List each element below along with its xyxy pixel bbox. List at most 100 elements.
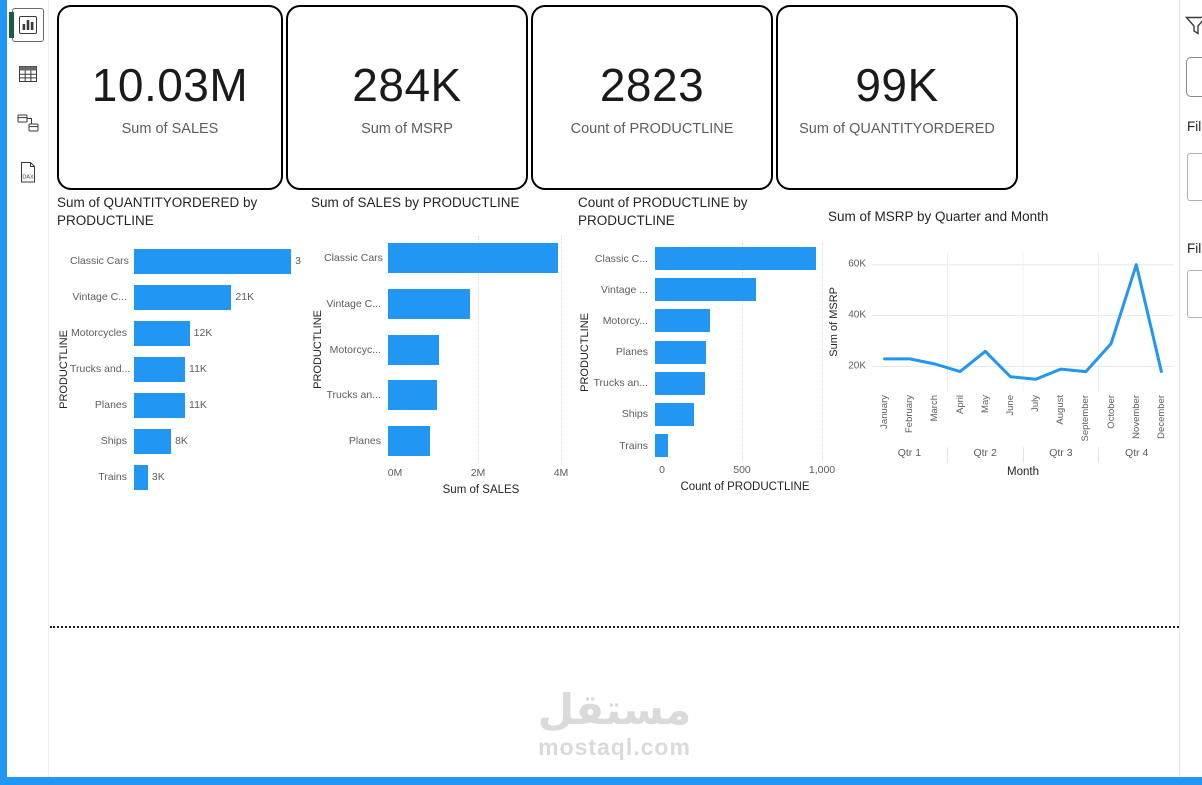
- bar-row: Trucks an...: [324, 372, 561, 418]
- bar[interactable]: [134, 284, 232, 310]
- month-label-text: November: [1130, 394, 1142, 439]
- line-plot-area: January February March April May June July Augu…: [872, 251, 1174, 478]
- view-sidebar: DAX: [7, 0, 49, 777]
- bar-track: [655, 368, 822, 399]
- category-label: Ships: [100, 435, 127, 448]
- month-label-text: April: [954, 394, 966, 414]
- bar-row: Vintage C... 21K: [70, 279, 301, 315]
- msrp-line-series[interactable]: [872, 251, 1174, 392]
- bar-row: Ships 8K: [70, 423, 301, 459]
- axis-tick-label: 40K: [848, 309, 866, 321]
- sidebar-item-data-view[interactable]: [12, 57, 44, 91]
- month-label-text: January: [879, 394, 891, 429]
- kpi-card-quantityordered[interactable]: 99K Sum of QUANTITYORDERED: [776, 5, 1018, 190]
- bar[interactable]: [134, 248, 292, 274]
- gridlines: [662, 243, 823, 462]
- month-label-text: July: [1030, 394, 1042, 412]
- model-icon: [17, 114, 38, 132]
- month-label: May: [973, 395, 998, 447]
- pane-collapse-box[interactable]: [1186, 57, 1202, 97]
- bar-track: 11K: [134, 351, 301, 387]
- axis-tick-label: 0: [659, 464, 665, 477]
- bar-track: 3K: [134, 459, 301, 495]
- bars-container: Classic C... Vintage ... Motorcy... Planes T…: [591, 243, 822, 461]
- data-label: 12K: [193, 327, 213, 340]
- gridline: [742, 243, 743, 462]
- axis-tick-label: 60K: [848, 258, 866, 270]
- bar[interactable]: [655, 434, 668, 457]
- month-label-text: October: [1105, 394, 1117, 429]
- watermark: مستقل mostaql.com: [50, 685, 1179, 761]
- month-label-text: May: [979, 394, 991, 413]
- month-label-text: June: [1004, 394, 1016, 416]
- window-edge-left: [0, 0, 7, 785]
- bar[interactable]: [134, 356, 186, 382]
- window-edge-bottom: [0, 777, 1202, 785]
- report-view-icon: [18, 16, 37, 34]
- gridlines: [395, 235, 562, 464]
- month-label: January: [872, 395, 897, 447]
- bar[interactable]: [388, 243, 558, 274]
- filter-card[interactable]: [1187, 270, 1202, 318]
- bar-track: 11K: [134, 387, 301, 423]
- chart-quantityordered-bar[interactable]: Sum of QUANTITYORDERED by PRODUCTLINE PR…: [57, 194, 307, 496]
- bar-row: Ships: [591, 399, 822, 430]
- kpi-value: 10.03M: [91, 59, 249, 111]
- bar[interactable]: [655, 278, 757, 302]
- x-axis-title: Sum of SALES: [442, 483, 520, 496]
- bar-track: 21K: [134, 279, 301, 315]
- bar[interactable]: [134, 428, 172, 454]
- bar-track: [388, 327, 561, 373]
- bar-track: [655, 305, 822, 336]
- month-label-text: September: [1080, 394, 1092, 442]
- bar[interactable]: [655, 402, 695, 426]
- bar[interactable]: [655, 309, 711, 333]
- data-label: 3: [295, 255, 301, 268]
- quarter-label: Qtr 2: [946, 446, 1023, 463]
- bar[interactable]: [134, 464, 148, 490]
- bar[interactable]: [134, 392, 186, 418]
- bar[interactable]: [388, 334, 439, 365]
- category-label: Planes: [94, 399, 127, 412]
- bar[interactable]: [388, 288, 471, 319]
- kpi-value: 2823: [599, 59, 705, 111]
- sidebar-item-model-view[interactable]: [12, 106, 44, 140]
- sidebar-item-dax-view[interactable]: DAX: [12, 155, 44, 189]
- chart-title: Count of PRODUCTLINE by PRODUCTLINE: [578, 195, 748, 228]
- bar-track: [655, 430, 822, 461]
- chart-sales-bar[interactable]: Sum of SALES by PRODUCTLINE PRODUCTLINE …: [311, 194, 568, 508]
- chart-productline-count-bar[interactable]: Count of PRODUCTLINE by PRODUCTLINE PROD…: [578, 194, 835, 508]
- category-label: Motorcy...: [602, 314, 648, 327]
- month-label: September: [1073, 395, 1098, 447]
- bar-row: Trucks an...: [591, 368, 822, 399]
- y-axis-title: PRODUCTLINE: [578, 243, 591, 461]
- bar-row: Trains: [591, 430, 822, 461]
- page-boundary-dotted-line: [50, 626, 1179, 628]
- bar[interactable]: [655, 371, 706, 395]
- bar-row: Vintage ...: [591, 274, 822, 305]
- bar-track: [388, 281, 561, 327]
- kpi-card-sales[interactable]: 10.03M Sum of SALES: [57, 5, 283, 190]
- chart-msrp-line[interactable]: Sum of MSRP by Quarter and Month Sum of …: [828, 208, 1180, 492]
- kpi-card-productline-count[interactable]: 2823 Count of PRODUCTLINE: [531, 5, 773, 190]
- bar[interactable]: [655, 340, 707, 364]
- sidebar-item-report-view[interactable]: [8, 8, 44, 42]
- bar-row: Classic Cars 3: [70, 243, 301, 279]
- bar-chart-plot: PRODUCTLINE Classic C... Vintage ... Motor…: [578, 243, 828, 462]
- data-label: 3K: [151, 471, 165, 484]
- month-label: June: [998, 395, 1023, 447]
- bar[interactable]: [655, 247, 817, 271]
- bar[interactable]: [134, 320, 190, 346]
- kpi-card-msrp[interactable]: 284K Sum of MSRP: [286, 5, 528, 190]
- bar-track: [388, 372, 561, 418]
- filters-heading: Fil: [1187, 119, 1202, 134]
- month-label-text: August: [1055, 394, 1067, 425]
- filter-funnel-icon[interactable]: [1185, 16, 1202, 36]
- filter-card[interactable]: [1187, 153, 1202, 201]
- bar[interactable]: [388, 425, 431, 456]
- month-label: March: [922, 395, 947, 447]
- month-label: February: [897, 395, 922, 447]
- bar[interactable]: [388, 380, 437, 411]
- data-label: 21K: [235, 291, 255, 304]
- y-axis-title: Sum of MSRP: [828, 252, 840, 392]
